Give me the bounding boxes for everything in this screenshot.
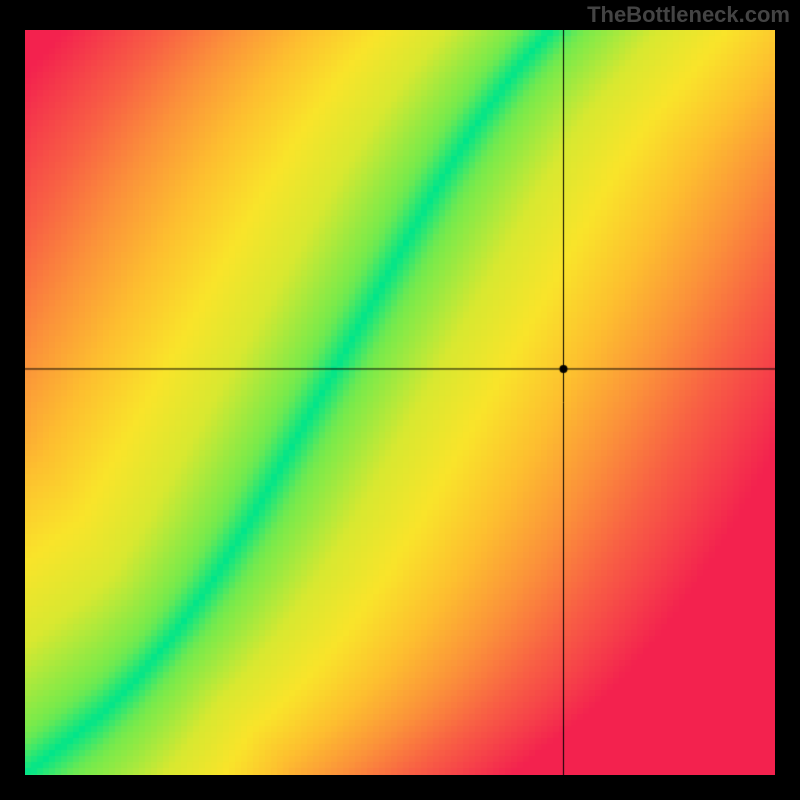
heatmap-canvas xyxy=(25,30,775,775)
chart-container: TheBottleneck.com xyxy=(0,0,800,800)
watermark-text: TheBottleneck.com xyxy=(587,2,790,28)
plot-area xyxy=(25,30,775,775)
